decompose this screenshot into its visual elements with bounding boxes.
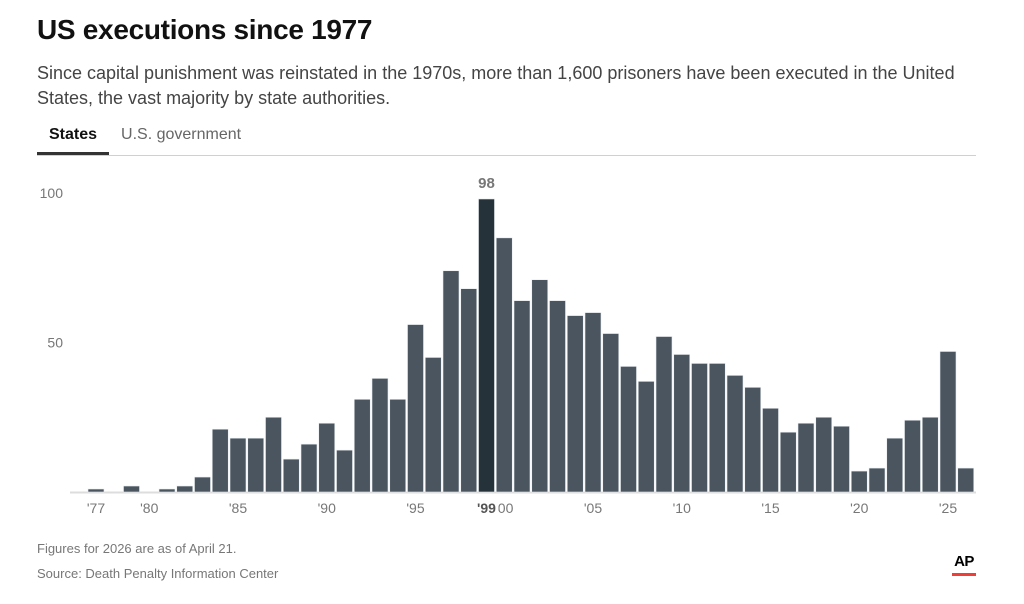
tab-states[interactable]: States <box>37 122 110 155</box>
bar-2010[interactable] <box>673 354 691 493</box>
bar-1988[interactable] <box>282 458 300 493</box>
bar-1991[interactable] <box>336 449 353 493</box>
x-tick-label: '10 <box>673 500 691 516</box>
ap-logo-underline <box>952 573 976 576</box>
bars <box>87 198 975 493</box>
y-tick-label: 50 <box>47 335 63 351</box>
bar-1982[interactable] <box>176 485 194 493</box>
x-tick-label: '15 <box>761 500 779 516</box>
x-tick-label: '95 <box>406 500 424 516</box>
bar-2004[interactable] <box>566 315 584 493</box>
bar-1992[interactable] <box>353 399 371 493</box>
bar-2020[interactable] <box>850 470 868 493</box>
bar-1998[interactable] <box>460 288 478 493</box>
bar-2015[interactable] <box>762 407 779 493</box>
bar-2011[interactable] <box>691 363 708 493</box>
bar-2012[interactable] <box>708 363 726 493</box>
bar-2017[interactable] <box>797 422 815 493</box>
x-axis: '77 '80 '85 '90 '95 '00 '05 '10 '15 '20 '25 <box>87 500 957 516</box>
bar-2025[interactable] <box>939 351 957 493</box>
bar-2016[interactable] <box>779 431 797 493</box>
bar-2000[interactable] <box>495 237 513 493</box>
tab-bar: States U.S. government <box>37 122 976 156</box>
bar-1995[interactable] <box>407 324 424 493</box>
bar-1987[interactable] <box>265 416 282 493</box>
chart-title: US executions since 1977 <box>37 14 373 45</box>
highlight-value-label: 98 <box>478 175 495 192</box>
bar-2009[interactable] <box>655 336 673 493</box>
bar-1985[interactable] <box>229 437 247 493</box>
bar-1996[interactable] <box>424 357 442 493</box>
highlight-axis-label-bg <box>472 498 499 518</box>
source-credit: Source: Death Penalty Information Center <box>37 566 279 581</box>
bar-2019[interactable] <box>833 425 850 493</box>
x-tick-label: '00 <box>495 500 513 516</box>
bar-1993[interactable] <box>371 378 389 493</box>
ap-logo-text: AP <box>954 553 974 570</box>
bar-2006[interactable] <box>602 333 620 493</box>
bar-2013[interactable] <box>726 375 744 493</box>
bar-2022[interactable] <box>886 437 904 493</box>
bar-1994[interactable] <box>389 399 407 493</box>
x-tick-label: '77 <box>87 500 105 516</box>
footnote: Figures for 2026 are as of April 21. <box>37 541 237 556</box>
bar-1983[interactable] <box>194 476 211 493</box>
x-tick-label: '80 <box>140 500 158 516</box>
x-tick-label: '05 <box>584 500 602 516</box>
bar-1999[interactable] <box>478 198 495 493</box>
y-axis: 50 100 <box>40 185 64 351</box>
x-tick-label: '85 <box>229 500 247 516</box>
bar-2026[interactable] <box>957 467 975 493</box>
bar-1986[interactable] <box>247 437 265 493</box>
bar-2021[interactable] <box>868 467 886 493</box>
bar-2023[interactable] <box>904 419 921 493</box>
y-tick-label: 100 <box>40 185 64 201</box>
bar-2001[interactable] <box>513 300 531 493</box>
highlight-axis-label: '99 <box>477 500 496 516</box>
tab-us-government[interactable]: U.S. government <box>121 126 242 143</box>
bar-1979[interactable] <box>123 485 140 493</box>
x-tick-label: '20 <box>850 500 868 516</box>
bar-2014[interactable] <box>744 387 762 493</box>
bar-2005[interactable] <box>584 312 602 493</box>
x-tick-label: '90 <box>318 500 336 516</box>
highlight-annotation: '99 98 <box>472 175 499 518</box>
bar-1981[interactable] <box>158 488 176 493</box>
chart-subtitle: Since capital punishment was reinstated … <box>37 63 955 108</box>
bar-1990[interactable] <box>318 422 336 493</box>
bar-1989[interactable] <box>300 443 318 493</box>
bar-2007[interactable] <box>620 366 637 493</box>
bar-2008[interactable] <box>637 381 655 493</box>
bar-2018[interactable] <box>815 416 833 493</box>
bar-2003[interactable] <box>549 300 566 493</box>
x-tick-label: '25 <box>939 500 957 516</box>
bar-1984[interactable] <box>211 428 229 493</box>
bar-2002[interactable] <box>531 279 549 493</box>
bar-1977[interactable] <box>87 488 105 493</box>
ap-logo: AP <box>952 554 976 576</box>
bar-2024[interactable] <box>921 416 939 493</box>
bar-1997[interactable] <box>442 270 460 493</box>
